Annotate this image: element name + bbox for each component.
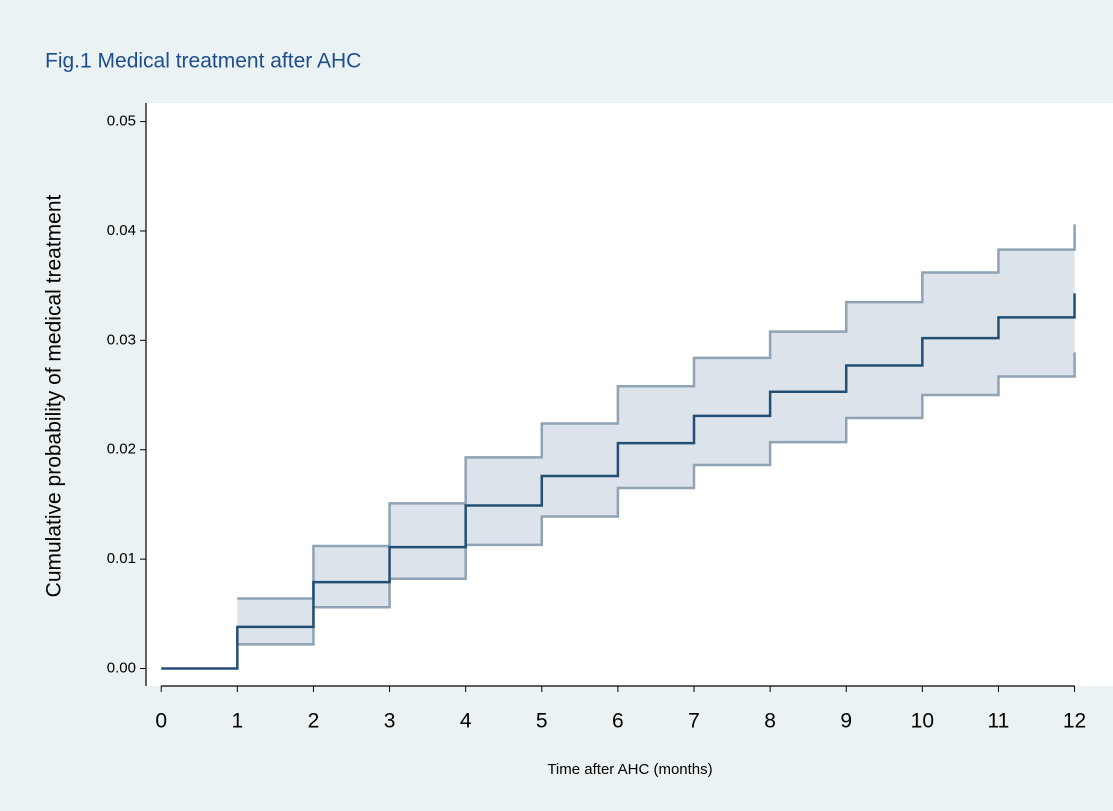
y-tick-label: 0.02: [107, 441, 136, 458]
ci-band: [389, 503, 466, 579]
y-tick-label: 0.05: [107, 113, 136, 130]
ci-band: [846, 302, 923, 419]
ci-band: [313, 545, 390, 608]
x-tick-label: 12: [1063, 710, 1086, 733]
x-tick-label: 0: [155, 710, 167, 733]
y-tick-label: 0.03: [107, 331, 136, 348]
chart-title: Fig.1 Medical treatment after AHC: [45, 50, 361, 73]
x-tick-label: 11: [988, 710, 1010, 733]
ci-band: [237, 598, 314, 645]
step-line: [161, 293, 1076, 670]
ci-band: [694, 357, 771, 466]
x-tick-label: 6: [612, 710, 624, 733]
ci-band: [922, 272, 999, 396]
x-tick-label: 1: [231, 710, 243, 733]
ci-band: [770, 331, 847, 443]
x-tick-label: 2: [308, 710, 320, 733]
ci-line: [237, 224, 1076, 600]
ci-line: [237, 352, 1076, 646]
y-axis-label: Cumulative probability of medical treatm…: [43, 194, 66, 597]
x-tick-label: 10: [911, 710, 934, 733]
ci-band: [617, 386, 694, 489]
x-tick-label: 7: [688, 710, 700, 733]
ci-band: [998, 249, 1075, 377]
ci-band: [465, 457, 542, 545]
y-tick-label: 0.01: [107, 550, 136, 567]
x-tick-label: 9: [840, 710, 852, 733]
x-tick-label: 3: [384, 710, 396, 733]
ci-band: [541, 423, 618, 517]
x-tick-label: 5: [536, 710, 548, 733]
x-tick-label: 8: [764, 710, 776, 733]
y-tick-label: 0.04: [107, 222, 136, 239]
x-axis-label: Time after AHC (months): [547, 761, 712, 778]
y-tick-label: 0.00: [107, 659, 136, 676]
x-tick-label: 4: [460, 710, 472, 733]
